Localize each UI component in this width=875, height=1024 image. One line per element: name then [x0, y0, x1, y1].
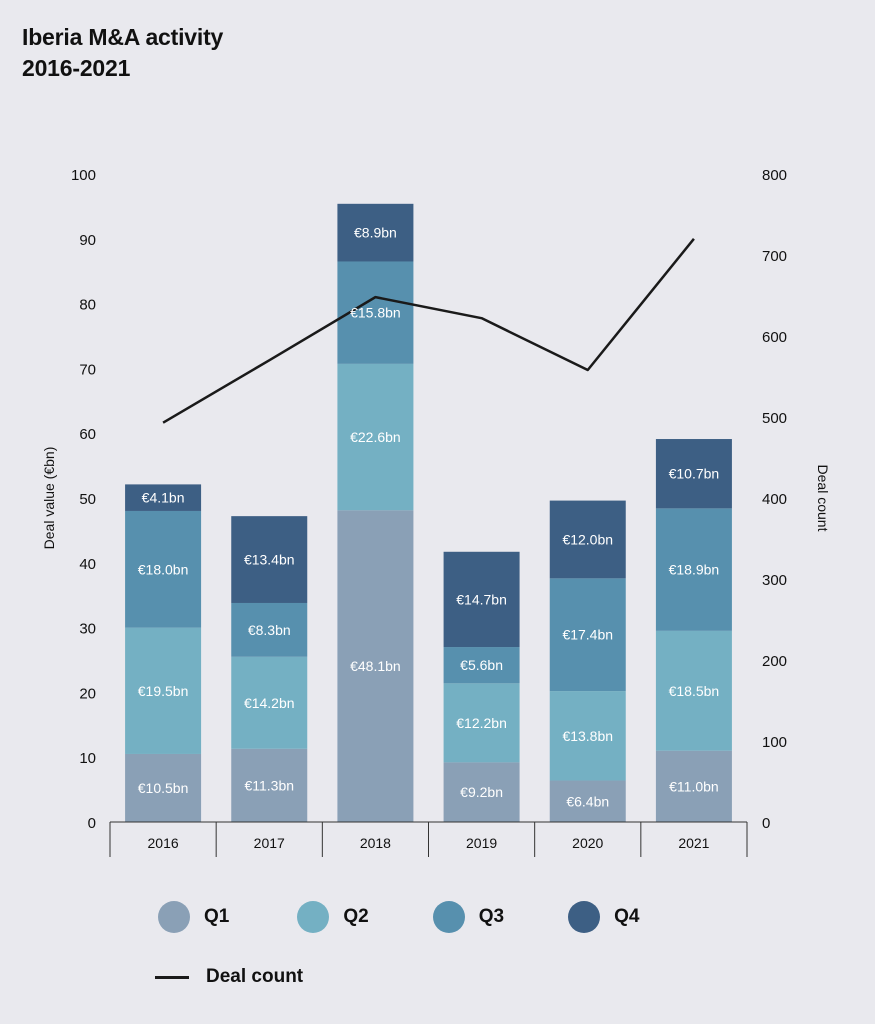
bar-q1-2019 [443, 762, 520, 822]
chart-title-line-1: Iberia M&A activity [22, 24, 224, 50]
legend-deal-count: Deal count [155, 966, 303, 988]
legend-q3-swatch [432, 901, 465, 933]
bar-label-q3-2016: €18.0bn [138, 561, 189, 577]
bar-label-q3-2021: €18.9bn [669, 562, 720, 578]
bar-label-q1-2018: €48.1bn [350, 658, 401, 674]
bar-label-q3-2020: €17.4bn [562, 627, 613, 643]
x-tick-label-2019: 2019 [466, 835, 497, 851]
y2-tick-label: 700 [762, 248, 787, 265]
bar-q3-2021 [655, 508, 732, 631]
y2-tick-label: 100 [762, 734, 787, 751]
bar-label-q4-2018: €8.9bn [354, 225, 397, 241]
legend-q4-label: Q4 [614, 906, 640, 927]
bar-q1-2018 [337, 510, 414, 822]
y-tick-label: 40 [79, 556, 96, 573]
legend-deal-count-label: Deal count [206, 966, 304, 987]
bar-q4-2020 [549, 500, 626, 579]
y-tick-label: 70 [79, 361, 96, 378]
bar-q4-2021 [655, 439, 732, 509]
bar-label-q1-2021: €11.0bn [669, 778, 719, 794]
legend-q2-label: Q2 [343, 906, 369, 927]
chart-title: Iberia M&A activity 2016-2021 [22, 22, 223, 84]
y2-tick-label: 0 [762, 815, 770, 832]
bar-q2-2016 [125, 627, 202, 754]
bar-q4-2019 [443, 551, 520, 648]
legend-deal-count-line [155, 975, 189, 979]
x-tick-label-2017: 2017 [254, 835, 285, 851]
y-tick-label: 60 [79, 426, 96, 443]
deal-count-line [162, 238, 695, 424]
bar-label-q4-2016: €4.1bn [142, 490, 185, 506]
bar-label-q2-2020: €13.8bn [562, 728, 613, 744]
bar-label-q2-2018: €22.6bn [350, 429, 401, 445]
bar-q2-2019 [443, 683, 520, 763]
y-tick-label: 80 [79, 297, 96, 314]
y-tick-label: 30 [79, 621, 96, 638]
chart-title-line-2: 2016-2021 [22, 55, 131, 81]
bar-q1-2017 [231, 748, 308, 822]
y-axis-title: Deal value (€bn) [41, 447, 57, 550]
bar-label-q1-2019: €9.2bn [460, 784, 503, 800]
bar-q4-2018 [337, 203, 414, 262]
y2-tick-label: 500 [762, 410, 787, 427]
bar-label-q2-2021: €18.5bn [669, 683, 720, 699]
bar-q1-2020 [549, 780, 626, 822]
legend-q4-swatch [568, 901, 601, 933]
y-tick-label: 20 [79, 685, 96, 702]
legend-quarters: Q1 Q2 Q3 Q4 [158, 901, 639, 933]
bar-label-q2-2017: €14.2bn [244, 695, 295, 711]
y2-tick-label: 300 [762, 572, 787, 589]
bar-q4-2016 [125, 484, 202, 511]
bar-label-q1-2016: €10.5bn [138, 780, 189, 796]
x-tick-label-2021: 2021 [678, 835, 709, 851]
bar-q1-2016 [125, 753, 202, 822]
y-tick-label: 10 [79, 750, 96, 767]
y2-tick-label: 800 [762, 167, 787, 184]
bar-label-q3-2018: €15.8bn [350, 305, 401, 321]
bar-q1-2021 [655, 750, 732, 822]
bar-q2-2017 [231, 656, 308, 749]
bar-q2-2018 [337, 363, 414, 511]
y-tick-label: 100 [71, 167, 96, 184]
bar-q4-2017 [231, 516, 308, 603]
y2-tick-label: 600 [762, 329, 787, 346]
legend-q1-swatch [158, 901, 190, 933]
bar-label-q2-2019: €12.2bn [456, 715, 507, 731]
y-tick-label: 50 [79, 491, 96, 508]
bar-q3-2017 [231, 602, 308, 657]
bar-label-q4-2019: €14.7bn [456, 591, 507, 607]
y-tick-label: 90 [79, 232, 96, 249]
bar-q3-2020 [549, 578, 626, 692]
x-tick-label-2020: 2020 [572, 835, 603, 851]
y2-tick-label: 400 [762, 491, 787, 508]
x-tick-label-2018: 2018 [360, 835, 391, 851]
bar-q3-2019 [443, 647, 520, 684]
bar-label-q2-2016: €19.5bn [138, 683, 189, 699]
bar-label-q3-2019: €5.6bn [460, 657, 503, 673]
y2-tick-label: 200 [762, 653, 787, 670]
bar-label-q1-2017: €11.3bn [244, 777, 294, 793]
bar-label-q1-2020: €6.4bn [566, 793, 609, 809]
legend-q1-label: Q1 [204, 906, 230, 927]
legend-q3-label: Q3 [478, 906, 505, 927]
y2-axis-title: Deal count [815, 465, 831, 532]
bar-label-q3-2017: €8.3bn [248, 622, 291, 638]
bar-label-q4-2017: €13.4bn [244, 552, 295, 568]
y-tick-label: 0 [88, 815, 96, 832]
bar-q2-2020 [549, 691, 626, 781]
legend-q2-swatch [297, 901, 330, 933]
bar-q2-2021 [655, 630, 732, 751]
x-tick-label-2016: 2016 [148, 835, 179, 851]
bar-label-q4-2021: €10.7bn [669, 466, 720, 482]
bar-q3-2016 [125, 510, 202, 628]
bar-label-q4-2020: €12.0bn [562, 531, 613, 547]
